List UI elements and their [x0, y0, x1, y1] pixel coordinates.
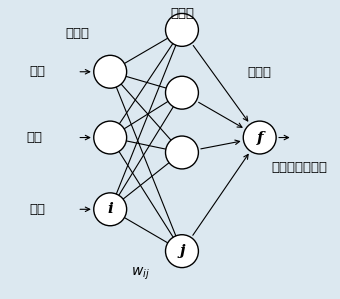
- Circle shape: [94, 121, 126, 154]
- Circle shape: [166, 136, 199, 169]
- Circle shape: [94, 193, 126, 226]
- Circle shape: [243, 121, 276, 154]
- Text: 光强: 光强: [27, 131, 42, 144]
- Text: 输出层: 输出层: [248, 66, 272, 79]
- Text: 隐藏层: 隐藏层: [170, 7, 194, 20]
- Text: 温度: 温度: [30, 65, 46, 78]
- Text: 最大功率点电压: 最大功率点电压: [272, 161, 328, 174]
- Circle shape: [166, 76, 199, 109]
- Circle shape: [94, 55, 126, 88]
- Text: 输入层: 输入层: [65, 27, 89, 40]
- Circle shape: [166, 235, 199, 268]
- Text: 时间: 时间: [30, 203, 46, 216]
- Text: j: j: [179, 244, 185, 258]
- Text: i: i: [107, 202, 113, 216]
- Text: f: f: [256, 131, 263, 144]
- Text: $w_{ij}$: $w_{ij}$: [131, 266, 150, 282]
- Circle shape: [166, 13, 199, 46]
